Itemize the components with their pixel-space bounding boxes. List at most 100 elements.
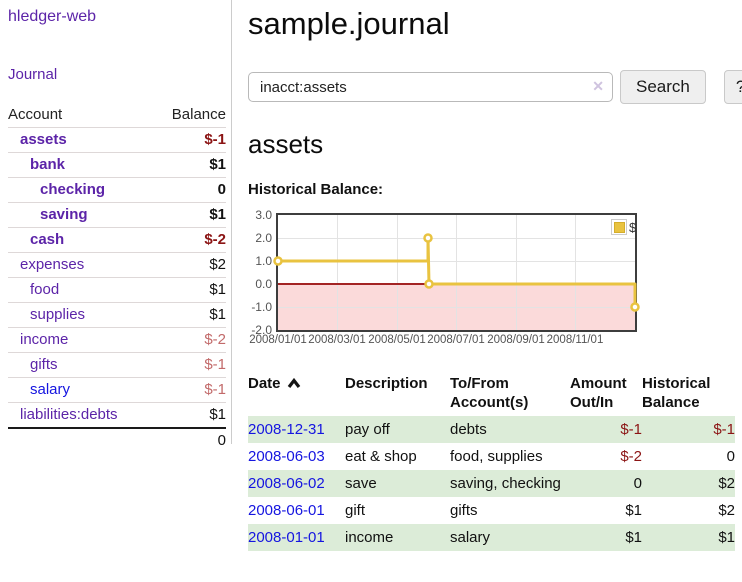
account-link-supplies[interactable]: supplies <box>30 306 86 323</box>
account-row: assets $-1 <box>8 127 226 153</box>
main-content: sample.journal ✕ Search ? assets Histori… <box>233 0 742 551</box>
historical-balance-chart: 3.0 2.0 1.0 0.0 -1.0 -2.0 <box>248 207 688 349</box>
account-row: cash $-2 <box>8 227 226 253</box>
description-column-header: Description <box>345 375 428 392</box>
search-form: ✕ Search ? <box>248 70 742 104</box>
gridline <box>456 215 457 330</box>
account-link-gifts[interactable]: gifts <box>30 356 58 373</box>
transaction-description: save <box>345 475 377 492</box>
account-link-cash[interactable]: cash <box>30 231 65 248</box>
x-tick-label: 2008/03/01 <box>308 334 366 346</box>
balance-column-header: Balance <box>153 103 226 128</box>
transaction-row: 2008-06-02 save saving, checking 0 $2 <box>248 470 735 497</box>
help-button[interactable]: ? <box>723 70 742 104</box>
account-row: income $-2 <box>8 327 226 353</box>
accounts-header-row: Account Balance <box>8 103 226 128</box>
account-row: saving $1 <box>8 202 226 228</box>
account-balance: $-1 <box>153 127 226 153</box>
accounts-table: Account Balance assets $-1 bank $1 check… <box>8 103 226 453</box>
transaction-row: 2008-01-01 income salary $1 $1 <box>248 524 735 551</box>
sort-asc-icon <box>287 375 301 394</box>
amount-column-header: Amount Out/In <box>570 375 627 411</box>
account-balance: $-1 <box>153 352 226 378</box>
accounts-column-header: To/From Account(s) <box>450 375 529 411</box>
transaction-row: 2008-06-01 gift gifts $1 $2 <box>248 497 735 524</box>
account-balance: $2 <box>153 252 226 278</box>
date-column-header[interactable]: Date <box>248 370 345 416</box>
app-brand-link[interactable]: hledger-web <box>8 8 97 25</box>
transaction-date-link[interactable]: 2008-06-01 <box>248 502 325 519</box>
data-point-marker <box>423 233 433 243</box>
transaction-balance: $-1 <box>713 421 735 438</box>
account-row: food $1 <box>8 277 226 303</box>
transaction-date-link[interactable]: 2008-06-02 <box>248 475 325 492</box>
x-tick-label: 2008/09/01 <box>487 334 545 346</box>
transaction-amount: $1 <box>625 529 642 546</box>
account-row: checking 0 <box>8 177 226 203</box>
account-link-liabilities-debts[interactable]: liabilities:debts <box>20 406 118 423</box>
account-link-checking[interactable]: checking <box>40 181 106 198</box>
chart-legend: $ <box>611 219 636 235</box>
account-link-bank[interactable]: bank <box>30 156 66 173</box>
transaction-amount: $-2 <box>620 448 642 465</box>
account-row: expenses $2 <box>8 252 226 278</box>
account-row: salary $-1 <box>8 377 226 403</box>
account-balance: $1 <box>153 302 226 328</box>
page-title: sample.journal <box>248 6 450 41</box>
account-balance: $1 <box>153 202 226 228</box>
y-tick-label: 1.0 <box>255 254 272 268</box>
account-link-expenses[interactable]: expenses <box>20 256 85 273</box>
search-button[interactable]: Search <box>620 70 706 104</box>
gridline <box>337 215 338 330</box>
transaction-date-link[interactable]: 2008-12-31 <box>248 421 325 438</box>
transaction-row: 2008-12-31 pay off debts $-1 $-1 <box>248 416 735 443</box>
accounts-total-row: 0 <box>8 427 226 453</box>
account-link-food[interactable]: food <box>30 281 60 298</box>
account-row: gifts $-1 <box>8 352 226 378</box>
chart-title: Historical Balance: <box>248 181 384 198</box>
y-tick-label: -1.0 <box>251 300 272 314</box>
account-row: liabilities:debts $1 <box>8 402 226 429</box>
data-point-marker <box>630 302 640 312</box>
gridline <box>516 215 517 330</box>
transaction-description: pay off <box>345 421 390 438</box>
account-heading: assets <box>248 129 324 159</box>
y-tick-label: 3.0 <box>255 208 272 222</box>
clear-search-icon[interactable]: ✕ <box>592 78 604 94</box>
gridline <box>397 215 398 330</box>
transaction-date-link[interactable]: 2008-06-03 <box>248 448 325 465</box>
register-header-row: Date Description To/From Account(s) Amou… <box>248 370 735 416</box>
x-tick-label: 2008/11/01 <box>546 334 604 346</box>
account-balance: $1 <box>153 277 226 303</box>
data-point-marker <box>424 279 434 289</box>
account-link-assets[interactable]: assets <box>20 131 67 148</box>
y-tick-label: -2.0 <box>251 323 272 337</box>
account-link-salary[interactable]: salary <box>30 381 71 398</box>
account-balance: $-1 <box>153 377 226 403</box>
account-balance: $1 <box>153 402 226 429</box>
balance-series-line <box>273 233 640 312</box>
transaction-amount: $1 <box>625 502 642 519</box>
sidebar: hledger-web Journal Account Balance asse… <box>0 0 232 453</box>
transaction-amount: $-1 <box>620 421 642 438</box>
transaction-amount: 0 <box>633 475 642 492</box>
account-balance: $-2 <box>153 227 226 253</box>
transaction-description: income <box>345 529 394 546</box>
balance-column-header: Historical Balance <box>642 375 711 411</box>
transaction-balance: $2 <box>718 475 735 492</box>
data-point-marker <box>273 256 283 266</box>
search-input[interactable] <box>248 72 613 102</box>
gridline <box>575 215 576 330</box>
account-link-income[interactable]: income <box>20 331 69 348</box>
transaction-description: gift <box>345 502 366 519</box>
transaction-balance: 0 <box>726 448 735 465</box>
accounts-total-balance: 0 <box>153 427 226 453</box>
accounts-column-header: Account <box>8 103 154 128</box>
transaction-date-link[interactable]: 2008-01-01 <box>248 529 325 546</box>
transaction-row: 2008-06-03 eat & shop food, supplies $-2… <box>248 443 735 470</box>
legend-swatch-icon <box>611 219 627 235</box>
sidebar-item-journal[interactable]: Journal <box>8 66 58 83</box>
x-tick-label: 2008/05/01 <box>368 334 426 346</box>
plot-area <box>273 213 640 332</box>
account-link-saving[interactable]: saving <box>40 206 88 223</box>
